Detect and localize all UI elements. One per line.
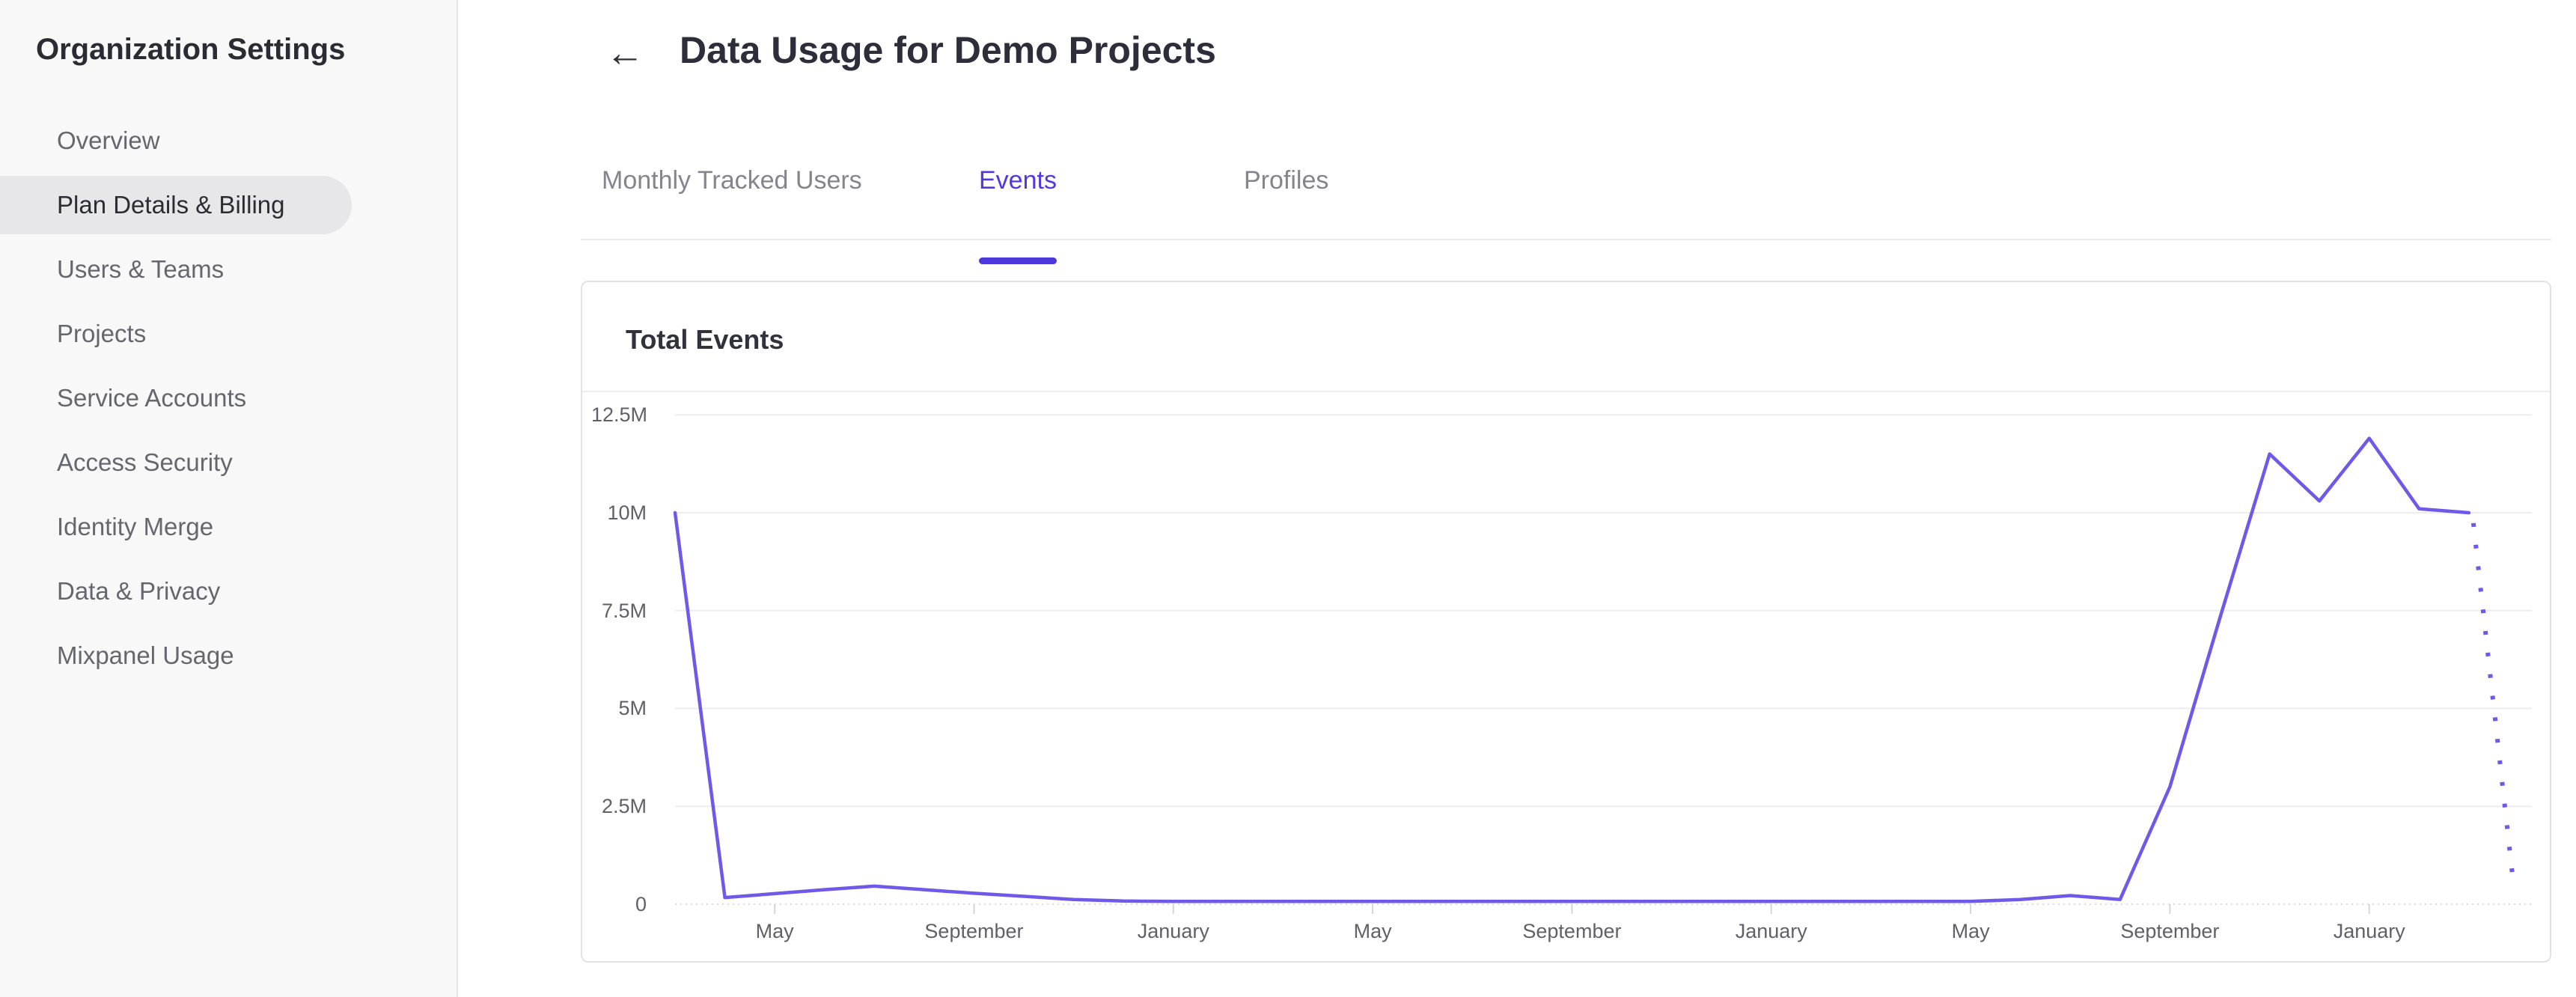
x-axis-label: September	[1522, 920, 1622, 942]
sidebar-item-service-accounts[interactable]: Service Accounts	[57, 384, 247, 412]
x-axis-label: May	[755, 920, 794, 942]
back-arrow-icon[interactable]: ←	[599, 27, 651, 79]
y-axis-label: 5M	[618, 697, 647, 720]
x-axis-label: January	[2333, 920, 2405, 942]
x-axis-label: January	[1735, 920, 1807, 942]
sidebar-item-access-security[interactable]: Access Security	[57, 448, 233, 476]
tab-profiles[interactable]: Profiles	[1244, 166, 1329, 195]
total-events-card: Total Events 12.5M 10M 7.5M 5M 2.5M 0 May Septe…	[581, 281, 2551, 963]
tab-monthly-tracked-users[interactable]: Monthly Tracked Users	[602, 166, 862, 195]
y-axis-label: 2.5M	[601, 795, 647, 818]
sidebar-item-users-teams[interactable]: Users & Teams	[57, 255, 225, 283]
x-axis-label: May	[1353, 920, 1392, 942]
sidebar-item-identity-merge[interactable]: Identity Merge	[57, 513, 214, 540]
x-axis-label: September	[924, 920, 1024, 942]
active-tab-underline	[979, 257, 1057, 264]
sidebar-item-plan-details-billing[interactable]: Plan Details & Billing	[0, 176, 352, 234]
sidebar-item-projects[interactable]: Projects	[57, 320, 147, 347]
y-axis-label: 12.5M	[591, 403, 648, 427]
x-axis-label: January	[1137, 920, 1209, 942]
projected-usage-dotted-line	[2470, 522, 2516, 887]
x-axis-label: May	[1951, 920, 1990, 942]
sidebar-item-data-privacy[interactable]: Data & Privacy	[57, 577, 221, 605]
sidebar-item-overview[interactable]: Overview	[57, 126, 160, 154]
x-axis-label: September	[2120, 920, 2220, 942]
y-axis-label: 10M	[607, 501, 647, 524]
sidebar-item-mixpanel-usage[interactable]: Mixpanel Usage	[57, 641, 234, 669]
events-line-chart[interactable]: 12.5M 10M 7.5M 5M 2.5M 0 May September January Ma…	[582, 282, 2550, 961]
total-events-series-line	[673, 436, 2471, 903]
organization-settings-sidebar: Organization Settings Overview Plan Detai…	[0, 0, 458, 997]
page-title: Data Usage for Demo Projects	[680, 29, 1216, 71]
data-usage-tabs: Monthly Tracked Users Events Profiles	[581, 157, 2551, 264]
sidebar-nav: Overview Plan Details & Billing Users & Te…	[0, 112, 458, 691]
y-axis-label: 7.5M	[601, 599, 647, 622]
card-title: Total Events	[626, 324, 784, 355]
tab-events[interactable]: Events	[979, 166, 1057, 264]
card-header: Total Events	[582, 282, 2550, 392]
y-axis-label: 0	[635, 893, 647, 915]
chart-svg	[673, 414, 2532, 914]
sidebar-title: Organization Settings	[36, 33, 346, 66]
